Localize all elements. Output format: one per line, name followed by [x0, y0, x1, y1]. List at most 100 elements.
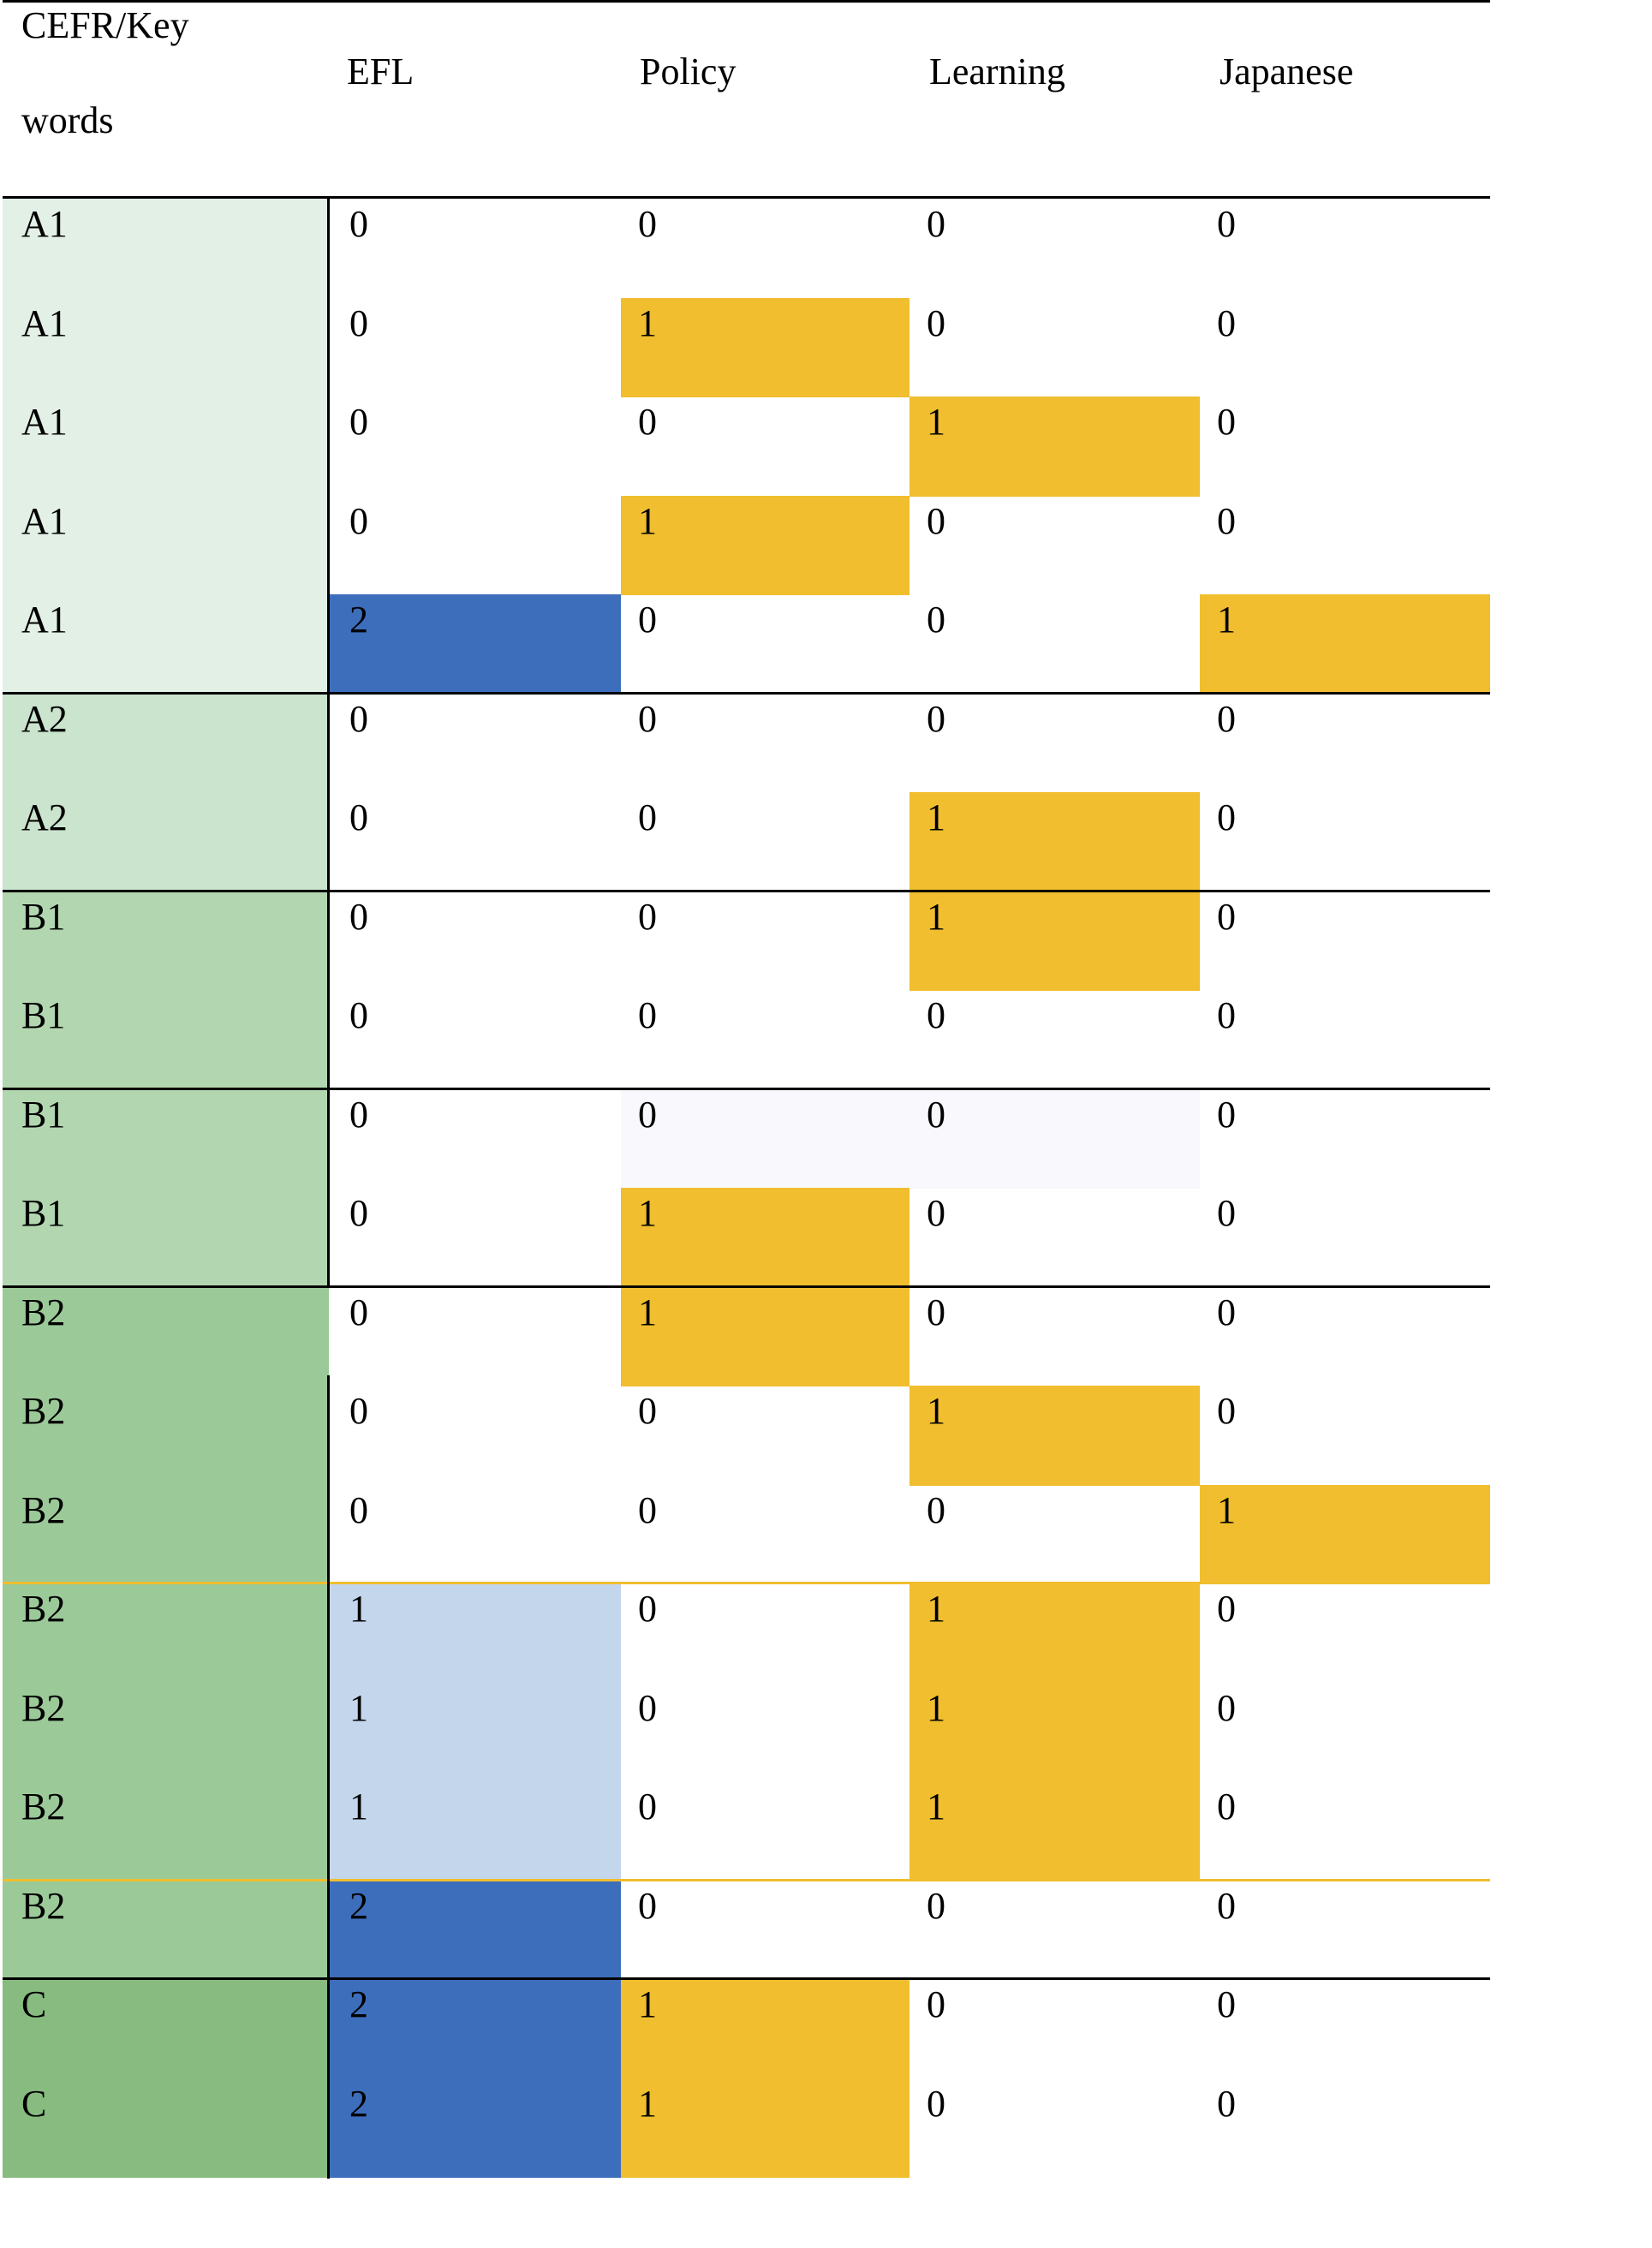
- level-cell: C: [3, 2078, 329, 2178]
- value-cell-policy: 0: [638, 1884, 657, 1927]
- value-cell-japanese: 0: [1217, 1291, 1236, 1333]
- level-cell: B2: [3, 1880, 329, 1980]
- value-cell-learning: 0: [909, 1088, 1200, 1189]
- value-cell-learning: 1: [909, 792, 1200, 892]
- level-cell: B2: [3, 1484, 329, 1584]
- table-top-rule: [3, 0, 1490, 3]
- value-cell-japanese: 0: [1217, 1983, 1236, 2025]
- value-cell-policy: 1: [621, 1286, 909, 1386]
- value-cell-efl: 0: [349, 796, 368, 838]
- value-cell-efl: 2: [329, 1880, 621, 1980]
- value-cell-japanese: 0: [1217, 895, 1236, 938]
- header-label-line1: CEFR/Key: [21, 4, 189, 46]
- value-cell-efl: 0: [349, 499, 368, 542]
- value-cell-learning: 0: [927, 2082, 945, 2125]
- value-cell-efl: 0: [349, 1390, 368, 1432]
- value-cell-japanese: 1: [1200, 594, 1490, 695]
- value-cell-policy: 1: [621, 1979, 909, 2079]
- value-cell-japanese: 0: [1217, 1686, 1236, 1729]
- value-cell-learning: 0: [927, 203, 945, 245]
- header-label-line2: words: [21, 99, 114, 141]
- value-cell-policy: 0: [638, 994, 657, 1036]
- value-cell-japanese: 0: [1217, 1588, 1236, 1630]
- group-rule: [3, 1087, 1490, 1090]
- level-cell: A2: [3, 693, 329, 793]
- value-cell-learning: 0: [927, 1983, 945, 2025]
- value-cell-policy: 1: [621, 2078, 909, 2178]
- value-cell-learning: 0: [927, 499, 945, 542]
- header-learning: Learning: [929, 51, 1065, 92]
- value-cell-policy: 1: [621, 495, 909, 595]
- highlight-rule: [3, 1878, 1490, 1881]
- level-column-rule: [327, 199, 330, 1285]
- value-cell-policy: 0: [638, 1786, 657, 1828]
- header-efl: EFL: [347, 51, 414, 92]
- value-cell-japanese: 0: [1217, 1884, 1236, 1927]
- value-cell-japanese: 0: [1217, 796, 1236, 838]
- value-cell-efl: 0: [349, 1291, 368, 1333]
- value-cell-efl: 0: [349, 697, 368, 740]
- value-cell-efl: 0: [349, 1093, 368, 1136]
- value-cell-japanese: 0: [1217, 994, 1236, 1036]
- level-column-rule: [327, 1375, 330, 2179]
- value-cell-learning: 0: [927, 1488, 945, 1531]
- value-cell-policy: 0: [638, 1488, 657, 1531]
- value-cell-efl: 0: [349, 401, 368, 443]
- level-cell: B1: [3, 990, 329, 1090]
- level-cell: B2: [3, 1286, 329, 1386]
- value-cell-japanese: 0: [1217, 697, 1236, 740]
- value-cell-policy: 0: [638, 697, 657, 740]
- level-cell: B1: [3, 1188, 329, 1288]
- level-cell: A1: [3, 397, 329, 497]
- value-cell-japanese: 0: [1217, 301, 1236, 344]
- value-cell-policy: 1: [621, 1188, 909, 1288]
- value-cell-japanese: 1: [1200, 1484, 1490, 1584]
- value-cell-policy: 0: [621, 1088, 909, 1189]
- value-cell-policy: 0: [638, 1390, 657, 1432]
- level-cell: A1: [3, 495, 329, 595]
- group-rule: [3, 1977, 1490, 1980]
- value-cell-efl: 2: [329, 594, 621, 695]
- level-cell: B1: [3, 891, 329, 991]
- value-cell-learning: 0: [927, 1884, 945, 1927]
- value-cell-learning: 0: [927, 599, 945, 641]
- value-cell-learning: 0: [927, 1192, 945, 1234]
- value-cell-policy: 0: [638, 895, 657, 938]
- value-cell-efl: 2: [329, 1979, 621, 2079]
- level-cell: A1: [3, 297, 329, 397]
- value-cell-policy: 0: [638, 599, 657, 641]
- level-cell: B2: [3, 1781, 329, 1881]
- value-cell-efl: 0: [349, 1488, 368, 1531]
- header-policy: Policy: [640, 51, 737, 92]
- level-cell: B2: [3, 1682, 329, 1782]
- value-cell-japanese: 0: [1217, 1390, 1236, 1432]
- value-cell-policy: 0: [638, 203, 657, 245]
- level-cell: A2: [3, 792, 329, 892]
- level-cell: A1: [3, 199, 329, 299]
- value-cell-efl: 1: [329, 1781, 621, 1881]
- value-cell-learning: 1: [909, 1781, 1200, 1881]
- value-cell-learning: 0: [927, 301, 945, 344]
- value-cell-japanese: 0: [1217, 2082, 1236, 2125]
- value-cell-learning: 1: [909, 1682, 1200, 1782]
- value-cell-policy: 0: [638, 401, 657, 443]
- value-cell-japanese: 0: [1217, 1093, 1236, 1136]
- value-cell-efl: 0: [349, 301, 368, 344]
- value-cell-efl: 0: [349, 203, 368, 245]
- level-cell: B2: [3, 1386, 329, 1486]
- value-cell-efl: 0: [349, 994, 368, 1036]
- value-cell-policy: 1: [621, 297, 909, 397]
- group-rule: [3, 691, 1490, 695]
- value-cell-efl: 2: [329, 2078, 621, 2178]
- value-cell-japanese: 0: [1217, 1786, 1236, 1828]
- level-cell: B1: [3, 1088, 329, 1189]
- value-cell-learning: 1: [909, 1386, 1200, 1486]
- value-cell-learning: 0: [927, 1291, 945, 1333]
- level-cell: A1: [3, 594, 329, 695]
- value-cell-policy: 0: [638, 796, 657, 838]
- group-rule: [3, 1285, 1490, 1288]
- value-cell-japanese: 0: [1217, 1192, 1236, 1234]
- value-cell-japanese: 0: [1217, 401, 1236, 443]
- value-cell-efl: 1: [329, 1682, 621, 1782]
- value-cell-japanese: 0: [1217, 203, 1236, 245]
